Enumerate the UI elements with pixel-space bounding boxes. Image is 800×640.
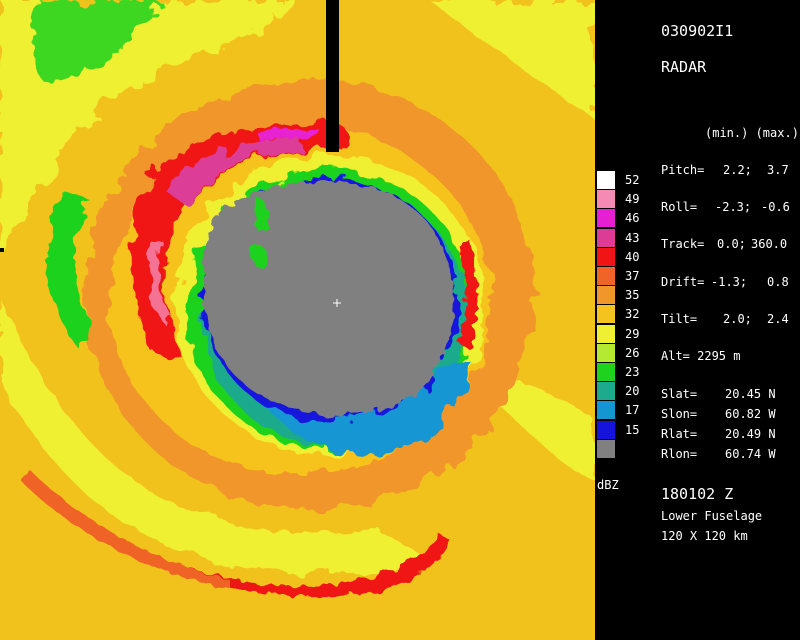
- legend-swatch: [597, 439, 615, 458]
- rlat-value: 20.49 N: [725, 427, 776, 441]
- legend-level-label: 40: [625, 249, 640, 264]
- stat-tilt-label: Tilt=: [661, 312, 698, 326]
- legend-swatch: [597, 305, 615, 324]
- radar-field: [0, 0, 595, 640]
- legend-level-label: 32: [625, 307, 640, 322]
- legend-swatch: [597, 209, 615, 228]
- stat-drift-max: 0.8: [767, 275, 789, 289]
- legend-swatch: [597, 324, 615, 343]
- legend-level-label: 46: [625, 211, 640, 226]
- stat-roll-label: Roll=: [661, 200, 698, 214]
- legend-swatch: [597, 343, 615, 362]
- legend-swatch: [597, 420, 615, 439]
- product-title: RADAR: [661, 58, 707, 76]
- legend-unit: dBZ: [597, 478, 619, 492]
- legend-swatch: [597, 382, 615, 401]
- stat-pitch-max: 3.7: [767, 163, 789, 177]
- legend-swatch: [597, 401, 615, 420]
- slat-value: 20.45 N: [725, 387, 776, 401]
- stat-tilt-min: 2.0;: [723, 312, 752, 326]
- stat-tilt-max: 2.4: [767, 312, 789, 326]
- stat-pitch-min: 2.2;: [723, 163, 752, 177]
- radar-reflectivity-image: [0, 0, 595, 640]
- legend-level-label: 49: [625, 192, 640, 207]
- legend-swatch: [597, 286, 615, 305]
- legend-level-label: 35: [625, 288, 640, 303]
- legend-level-label: 15: [625, 422, 640, 437]
- altitude-readout: Alt= 2295 m: [661, 349, 741, 363]
- legend-level-label: 23: [625, 365, 640, 379]
- stat-track-min: 0.0;: [717, 237, 746, 251]
- domain-size: 120 X 120 km: [661, 529, 748, 543]
- legend-level-label: 17: [625, 403, 640, 418]
- legend-level-label: 20: [625, 384, 640, 399]
- time-readout: 180102 Z: [661, 485, 734, 503]
- stat-roll-min: -2.3;: [715, 200, 752, 214]
- minmax-header: (min.) (max.): [705, 126, 799, 140]
- rlon-value: 60.74 W: [725, 447, 776, 461]
- legend-level-label: 43: [625, 230, 640, 245]
- rlon-label: Rlon=: [661, 447, 698, 461]
- legend-level-label: 52: [625, 173, 640, 187]
- legend-level-label: 37: [625, 269, 640, 283]
- legend-swatch: [597, 267, 615, 285]
- stat-track-label: Track=: [661, 237, 705, 251]
- stat-drift-min: -1.3;: [711, 275, 748, 289]
- legend-swatch: [597, 228, 615, 247]
- rlat-label: Rlat=: [661, 427, 698, 441]
- slon-label: Slon=: [661, 407, 698, 421]
- legend-swatch: [597, 247, 615, 266]
- legend-swatch: [597, 171, 615, 189]
- slon-value: 60.82 W: [725, 407, 776, 421]
- legend-swatch: [597, 363, 615, 381]
- info-panel: 030902I1 RADAR (min.) (max.) Pitch= 2.2;…: [595, 0, 800, 640]
- stat-track-max: 360.0: [751, 237, 788, 251]
- slat-label: Slat=: [661, 387, 698, 401]
- stat-pitch-label: Pitch=: [661, 163, 705, 177]
- stat-roll-max: -0.6: [761, 200, 790, 214]
- legend-level-label: 29: [625, 326, 640, 341]
- legend-level-label: 26: [625, 345, 640, 360]
- legend-swatch: [597, 190, 615, 209]
- case-id: 030902I1: [661, 22, 734, 40]
- stat-drift-label: Drift=: [661, 275, 705, 289]
- antenna-label: Lower Fuselage: [661, 509, 763, 523]
